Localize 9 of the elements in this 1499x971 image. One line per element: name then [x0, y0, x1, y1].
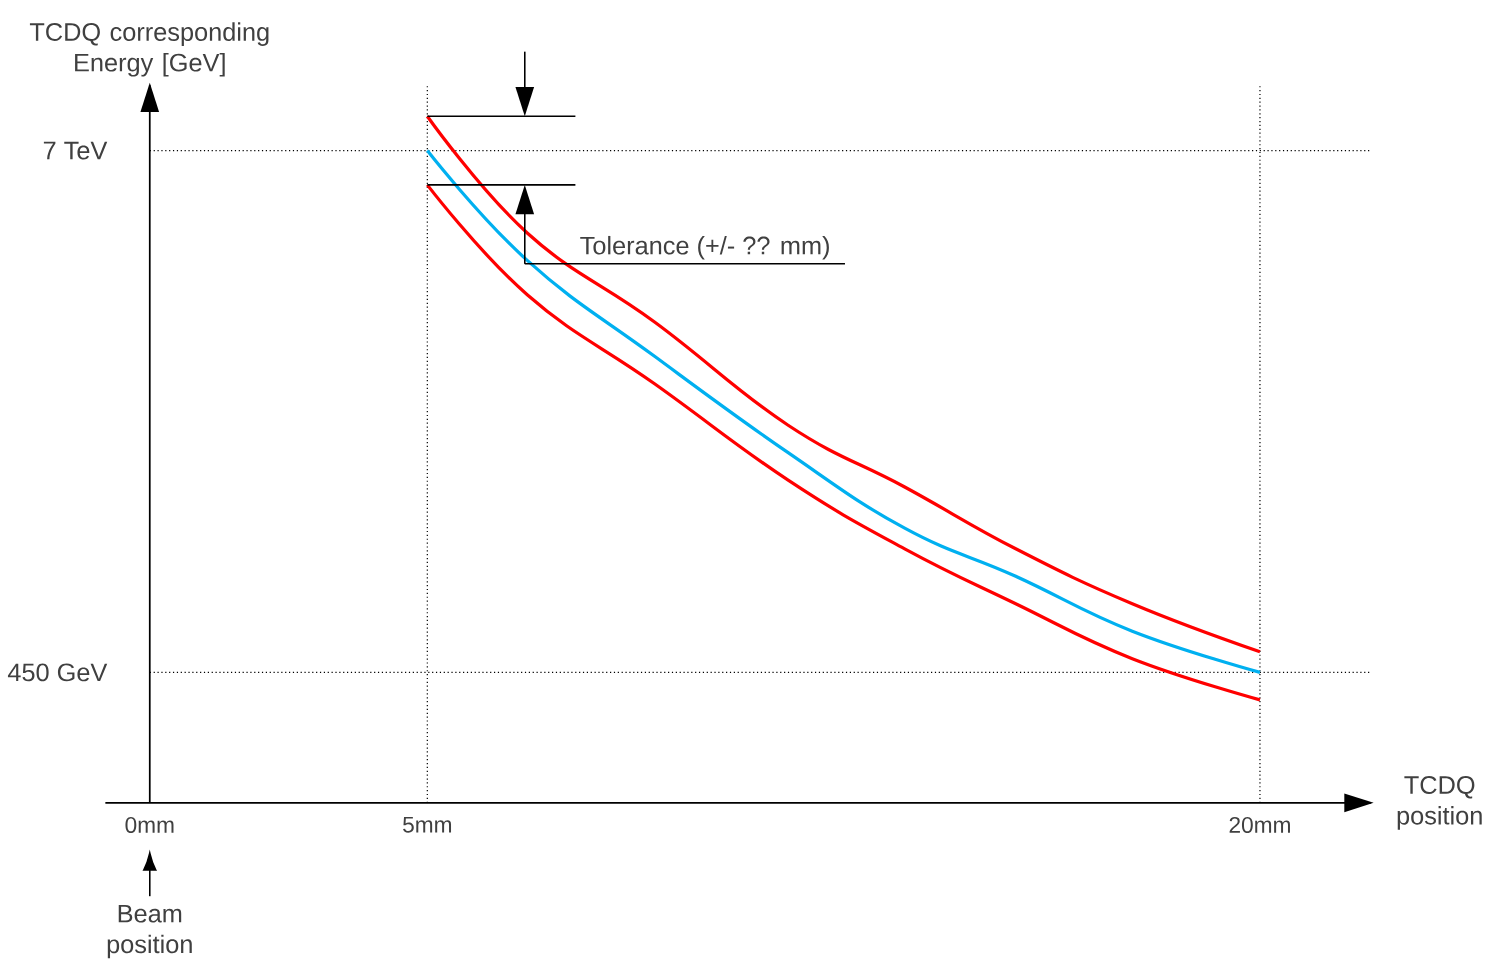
x-axis-title: TCDQ position [1397, 776, 1482, 830]
x-tick-label: 0mm [125, 816, 174, 834]
text: Beam position [107, 904, 192, 959]
ref-line-label: 450 GeV [7, 663, 108, 682]
y-axis-title: TCDQ corresponding Energy [GeV] [29, 22, 269, 77]
x-tick-label: 20mm [1229, 816, 1290, 834]
annotation: Tolerance (+/- ?? mm) [580, 236, 829, 260]
x-tick-label: 5mm [403, 816, 452, 833]
ref-line-label: 7 TeV [43, 141, 108, 160]
